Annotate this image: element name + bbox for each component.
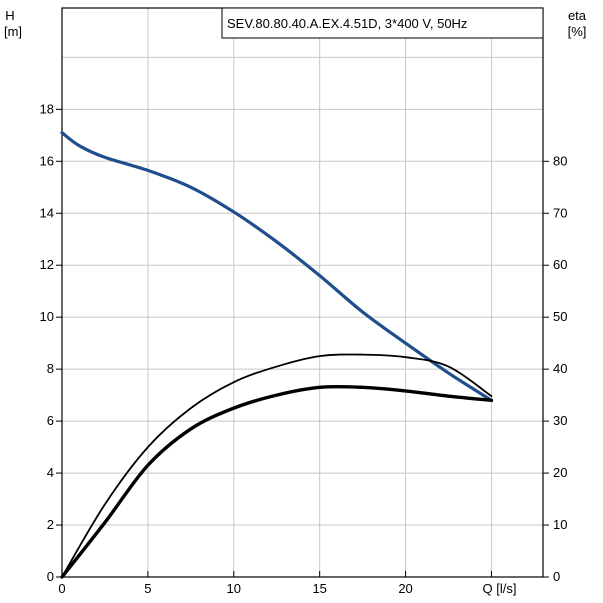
y-tick-label-left: 0	[47, 569, 54, 584]
x-tick-label: 20	[398, 581, 412, 596]
eta-curve-lower	[60, 384, 494, 579]
y-tick-label-left: 10	[40, 309, 54, 324]
x-tick-label: 0	[58, 581, 65, 596]
y-tick-label-left: 2	[47, 517, 54, 532]
axes: 0 5 10 15 20 Q [l/s] 0 2 4 6 8 10 12 14 16 18 0 10 20 30 40 5…	[40, 101, 568, 596]
y-tick-label-right: 0	[553, 569, 560, 584]
x-tick-label: 5	[144, 581, 151, 596]
y-axis-title-left: H	[5, 8, 14, 23]
head-curve	[60, 131, 494, 402]
grid	[62, 8, 543, 577]
y-tick-label-right: 40	[553, 361, 567, 376]
y-tick-label-left: 8	[47, 361, 54, 376]
y-tick-label-right: 20	[553, 465, 567, 480]
y-tick-label-right: 50	[553, 309, 567, 324]
x-tick-label: 10	[227, 581, 241, 596]
title-box	[221, 7, 544, 39]
y-tick-label-right: 60	[553, 257, 567, 272]
y-tick-label-left: 16	[40, 153, 54, 168]
x-tick-label: 15	[312, 581, 326, 596]
y-tick-label-left: 12	[40, 257, 54, 272]
y-tick-label-right: 10	[553, 517, 567, 532]
y-tick-label-right: 30	[553, 413, 567, 428]
chart-title: SEV.80.80.40.A.EX.4.51D, 3*400 V, 50Hz	[227, 16, 467, 31]
y-axis-unit-left: [m]	[4, 24, 22, 39]
x-tick-label: Q [l/s]	[482, 581, 516, 596]
y-tick-label-left: 14	[40, 205, 54, 220]
y-tick-label-left: 6	[47, 413, 54, 428]
y-axis-title-right: eta	[568, 8, 587, 23]
y-tick-label-left: 4	[47, 465, 54, 480]
y-tick-label-left: 18	[40, 101, 54, 116]
series-layer	[60, 131, 494, 579]
y-tick-label-right: 70	[553, 205, 567, 220]
y-tick-label-right: 80	[553, 153, 567, 168]
eta-curve-upper	[61, 353, 493, 578]
y-axis-unit-right: [%]	[568, 24, 587, 39]
